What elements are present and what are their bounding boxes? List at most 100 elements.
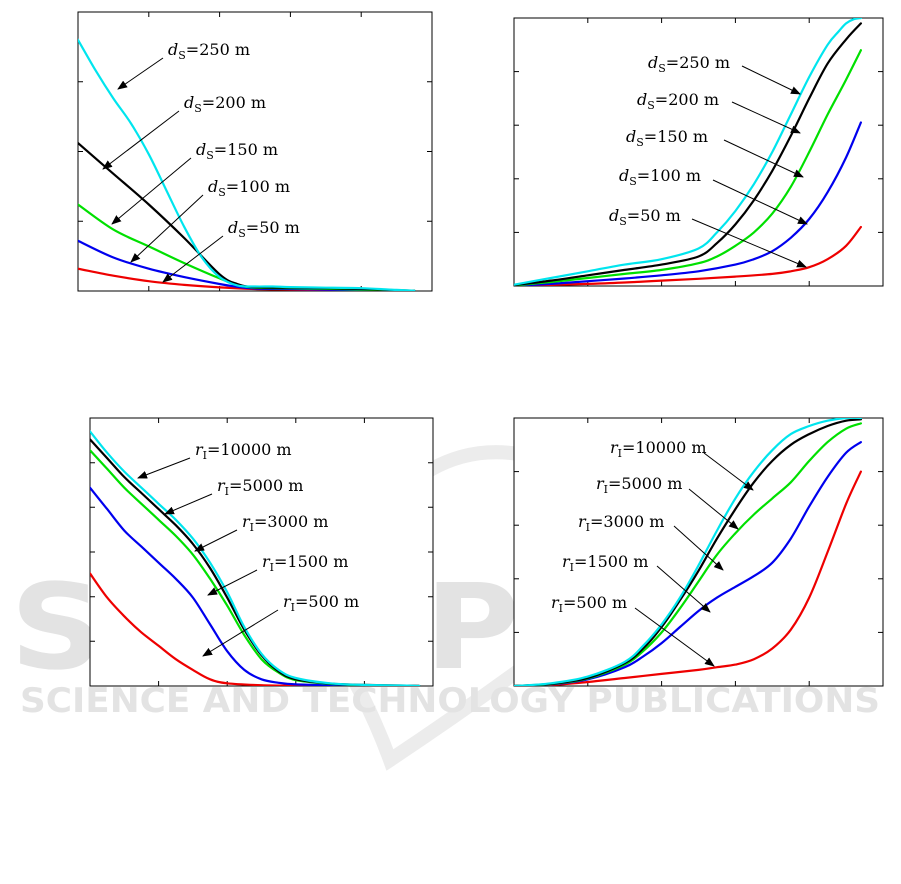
series-label: dS=250 m [648, 53, 730, 75]
series-label-var: d [609, 206, 619, 225]
series-label-value: =100 m [637, 166, 701, 185]
series-label: dS=50 m [609, 206, 681, 228]
series-line-100-dS [514, 121, 862, 286]
annotation-arrow [723, 139, 804, 178]
series-label-var: r [551, 593, 560, 612]
series-label-value: =10000 m [207, 440, 292, 459]
annotation-arrow [634, 607, 715, 667]
series-label: rI=1500 m [562, 552, 648, 574]
series-label-value: =50 m [246, 218, 300, 237]
series-label-var: d [626, 127, 636, 146]
annotation-arrow [673, 525, 724, 571]
series-label-var: d [168, 40, 178, 59]
series-label-sub: S [194, 102, 202, 115]
series-line-250-dS [78, 38, 416, 291]
series-label: dS=100 m [208, 177, 290, 199]
series-label-var: d [648, 53, 658, 72]
series-label-sub: S [218, 186, 226, 199]
series-label-value: =250 m [666, 53, 730, 72]
series-label-sub: I [559, 602, 563, 615]
series-label-value: =500 m [563, 593, 627, 612]
series-label-value: =100 m [226, 177, 290, 196]
series-label-value: =50 m [627, 206, 681, 225]
series-line-150-dS [514, 49, 862, 286]
series-label: rI=5000 m [596, 474, 682, 496]
series-label-sub: S [629, 175, 637, 188]
series-label: dS=150 m [196, 140, 278, 162]
series-label-sub: S [206, 149, 214, 162]
annotation-arrow [703, 452, 754, 491]
series-label-sub: I [250, 521, 254, 534]
series-label-sub: I [618, 447, 622, 460]
series-label-value: =3000 m [254, 512, 328, 531]
series-label-var: r [262, 552, 271, 571]
series-line-500-rI [514, 470, 862, 686]
series-label-value: =1500 m [274, 552, 348, 571]
annotation-arrow [117, 57, 164, 90]
series-label-value: =200 m [202, 93, 266, 112]
series-label: rI=500 m [283, 592, 359, 614]
series-line-250-dS [514, 18, 862, 286]
plot-frame [513, 417, 884, 687]
series-line-1500-rI [514, 441, 862, 686]
series-label: rI=10000 m [610, 438, 707, 460]
series-label-var: d [228, 218, 238, 237]
series-label-value: =5000 m [229, 476, 303, 495]
series-label-var: r [562, 552, 571, 571]
series-label-var: r [195, 440, 204, 459]
series-label-value: =500 m [295, 592, 359, 611]
series-label-sub: S [658, 62, 666, 75]
annotation-arrow [202, 609, 279, 657]
series-label-value: =150 m [644, 127, 708, 146]
series-label-value: =250 m [186, 40, 250, 59]
annotation-arrow [741, 65, 801, 95]
series-label-sub: S [619, 215, 627, 228]
annotation-arrow [731, 101, 801, 134]
chart-panel-3: rI=10000 mrI=5000 mrI=3000 mrI=1500 mrI=… [89, 417, 434, 687]
series-label-sub: I [225, 485, 229, 498]
series-label: dS=50 m [228, 218, 300, 240]
series-line-10000-rI [90, 430, 421, 686]
annotation-arrow [111, 157, 192, 225]
chart-panel-1: dS=250 mdS=200 mdS=150 mdS=100 mdS=50 m [77, 11, 433, 292]
series-label-sub: I [570, 561, 574, 574]
plot-frame [77, 11, 433, 292]
chart-panel-4: rI=10000 mrI=5000 mrI=3000 mrI=1500 mrI=… [513, 417, 884, 687]
series-label: rI=10000 m [195, 440, 292, 462]
series-label-var: r [242, 512, 251, 531]
annotation-arrow [102, 110, 180, 170]
annotation-arrow [691, 218, 807, 268]
series-label-value: =3000 m [590, 512, 664, 531]
annotation-arrow [688, 488, 739, 530]
series-label-sub: S [178, 49, 186, 62]
series-label-value: =5000 m [608, 474, 682, 493]
series-label-var: d [184, 93, 194, 112]
series-line-10000-rI [514, 418, 862, 686]
annotation-arrow [162, 235, 224, 283]
chart-panels: dS=250 mdS=200 mdS=150 mdS=100 mdS=50 md… [77, 11, 884, 687]
series-label: dS=250 m [168, 40, 250, 62]
series-label-value: =1500 m [574, 552, 648, 571]
series-line-50-dS [514, 225, 862, 286]
annotation-arrow [194, 529, 238, 552]
series-label-var: d [196, 140, 206, 159]
series-label-sub: I [270, 561, 274, 574]
series-label: rI=3000 m [578, 512, 664, 534]
series-label: dS=200 m [637, 90, 719, 112]
annotation-arrow [137, 457, 191, 479]
series-label-var: d [619, 166, 629, 185]
series-label-var: r [610, 438, 619, 457]
plot-frame [513, 17, 884, 287]
annotation-arrow [656, 565, 711, 613]
series-label-sub: I [203, 449, 207, 462]
series-label-sub: I [604, 483, 608, 496]
series-label: dS=150 m [626, 127, 708, 149]
annotation-arrow [712, 179, 808, 225]
annotation-arrow [130, 194, 204, 263]
series-label: rI=1500 m [262, 552, 348, 574]
series-label: dS=100 m [619, 166, 701, 188]
annotation-arrow [207, 569, 258, 596]
series-label-value: =10000 m [622, 438, 707, 457]
series-label-var: d [637, 90, 647, 109]
series-label-var: r [217, 476, 226, 495]
